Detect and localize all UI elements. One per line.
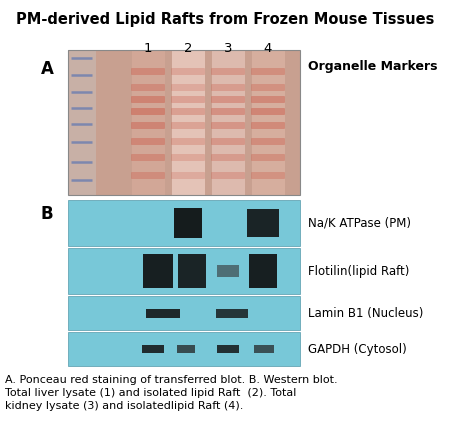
- Text: Organelle Markers: Organelle Markers: [308, 60, 437, 73]
- Text: 1: 1: [144, 42, 152, 55]
- FancyBboxPatch shape: [211, 68, 245, 75]
- Bar: [68, 200, 300, 246]
- FancyBboxPatch shape: [131, 68, 165, 75]
- FancyBboxPatch shape: [131, 96, 165, 103]
- FancyBboxPatch shape: [171, 84, 205, 91]
- FancyBboxPatch shape: [251, 96, 285, 103]
- Bar: [217, 345, 239, 353]
- Text: 2: 2: [184, 42, 192, 55]
- Bar: [174, 208, 202, 238]
- FancyBboxPatch shape: [251, 172, 285, 179]
- Text: B: B: [40, 205, 53, 223]
- Bar: [249, 254, 277, 288]
- Text: PM-derived Lipid Rafts from Frozen Mouse Tissues: PM-derived Lipid Rafts from Frozen Mouse…: [16, 12, 434, 27]
- FancyBboxPatch shape: [211, 84, 245, 91]
- FancyBboxPatch shape: [251, 84, 285, 91]
- FancyBboxPatch shape: [131, 108, 165, 115]
- Text: Lamin B1 (Nucleus): Lamin B1 (Nucleus): [308, 306, 423, 319]
- FancyBboxPatch shape: [211, 154, 245, 161]
- FancyBboxPatch shape: [211, 122, 245, 129]
- Text: Na/K ATPase (PM): Na/K ATPase (PM): [308, 217, 411, 229]
- Bar: [68, 296, 300, 330]
- Bar: [247, 209, 279, 237]
- Bar: [68, 50, 300, 195]
- FancyBboxPatch shape: [211, 96, 245, 103]
- FancyBboxPatch shape: [171, 172, 205, 179]
- FancyBboxPatch shape: [131, 84, 165, 91]
- FancyBboxPatch shape: [171, 122, 205, 129]
- FancyBboxPatch shape: [251, 138, 285, 145]
- Bar: [177, 345, 195, 353]
- FancyBboxPatch shape: [131, 122, 165, 129]
- FancyBboxPatch shape: [171, 68, 205, 75]
- FancyBboxPatch shape: [211, 172, 245, 179]
- Bar: [68, 248, 300, 294]
- FancyBboxPatch shape: [251, 154, 285, 161]
- FancyBboxPatch shape: [251, 122, 285, 129]
- Bar: [254, 345, 274, 353]
- Text: Flotilin(lipid Raft): Flotilin(lipid Raft): [308, 265, 410, 277]
- FancyBboxPatch shape: [131, 172, 165, 179]
- Bar: [68, 50, 96, 195]
- Text: Total liver lysate (1) and isolated lipid Raft  (2). Total: Total liver lysate (1) and isolated lipi…: [5, 388, 297, 398]
- FancyBboxPatch shape: [211, 138, 245, 145]
- Bar: [146, 309, 180, 318]
- Bar: [132, 50, 165, 195]
- Bar: [212, 50, 245, 195]
- FancyBboxPatch shape: [251, 68, 285, 75]
- Bar: [172, 50, 205, 195]
- FancyBboxPatch shape: [171, 108, 205, 115]
- Bar: [216, 309, 248, 318]
- Bar: [178, 254, 206, 288]
- Text: 4: 4: [264, 42, 272, 55]
- Text: A. Ponceau red staining of transferred blot. B. Western blot.: A. Ponceau red staining of transferred b…: [5, 375, 338, 385]
- Text: 3: 3: [224, 42, 232, 55]
- Text: GAPDH (Cytosol): GAPDH (Cytosol): [308, 343, 407, 355]
- FancyBboxPatch shape: [171, 96, 205, 103]
- Bar: [68, 332, 300, 366]
- FancyBboxPatch shape: [251, 108, 285, 115]
- Bar: [217, 265, 239, 277]
- Bar: [142, 345, 164, 353]
- Bar: [143, 254, 173, 288]
- FancyBboxPatch shape: [171, 138, 205, 145]
- FancyBboxPatch shape: [171, 154, 205, 161]
- Text: kidney lysate (3) and isolatedlipid Raft (4).: kidney lysate (3) and isolatedlipid Raft…: [5, 401, 243, 411]
- FancyBboxPatch shape: [131, 154, 165, 161]
- FancyBboxPatch shape: [211, 108, 245, 115]
- FancyBboxPatch shape: [131, 138, 165, 145]
- Text: A: A: [40, 60, 54, 78]
- Bar: [252, 50, 285, 195]
- Bar: [68, 50, 300, 195]
